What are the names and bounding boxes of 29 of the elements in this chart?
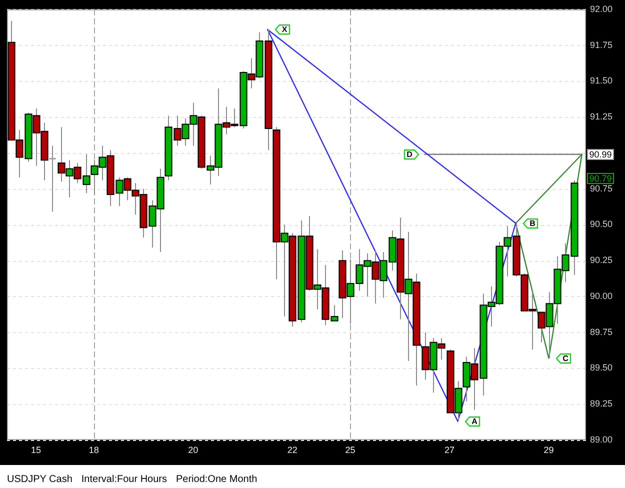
text: 90.79 xyxy=(589,173,612,184)
x-tick-label: 29 xyxy=(544,444,554,455)
x-tick-label: 25 xyxy=(345,444,356,455)
y-tick-label: 89.75 xyxy=(590,326,613,337)
x-tick-label: 20 xyxy=(188,444,198,455)
y-tick-label: 89.00 xyxy=(590,434,613,444)
text: Period:One Month xyxy=(176,474,258,487)
y-tick-label: 90.00 xyxy=(590,290,613,301)
y-tick-label: 89.25 xyxy=(590,398,613,409)
text: Interval:Four Hours xyxy=(81,474,167,487)
y-tick-label: 90.25 xyxy=(590,255,613,266)
x-tick-label: 18 xyxy=(88,444,99,455)
annotation: 90.99 xyxy=(589,149,612,160)
data-label: D xyxy=(406,150,413,160)
y-tick-label: 91.75 xyxy=(590,40,613,50)
x-tick-label: 15 xyxy=(30,444,41,455)
y-tick-label: 92.00 xyxy=(590,4,613,14)
data-label: A xyxy=(472,417,478,426)
y-tick-label: 91.50 xyxy=(590,76,613,86)
x-tick-label: 22 xyxy=(287,444,298,455)
y-tick-label: 91.25 xyxy=(590,112,613,122)
x-tick-label: 27 xyxy=(444,444,455,455)
y-tick-label: 90.50 xyxy=(590,219,613,230)
y-tick-label: 90.75 xyxy=(590,183,613,194)
text: USDJPY Cash xyxy=(7,474,72,487)
y-tick-label: 89.50 xyxy=(590,362,613,373)
data-label: C xyxy=(562,354,569,364)
data-label: B xyxy=(530,219,536,228)
data-label: X xyxy=(282,25,288,34)
